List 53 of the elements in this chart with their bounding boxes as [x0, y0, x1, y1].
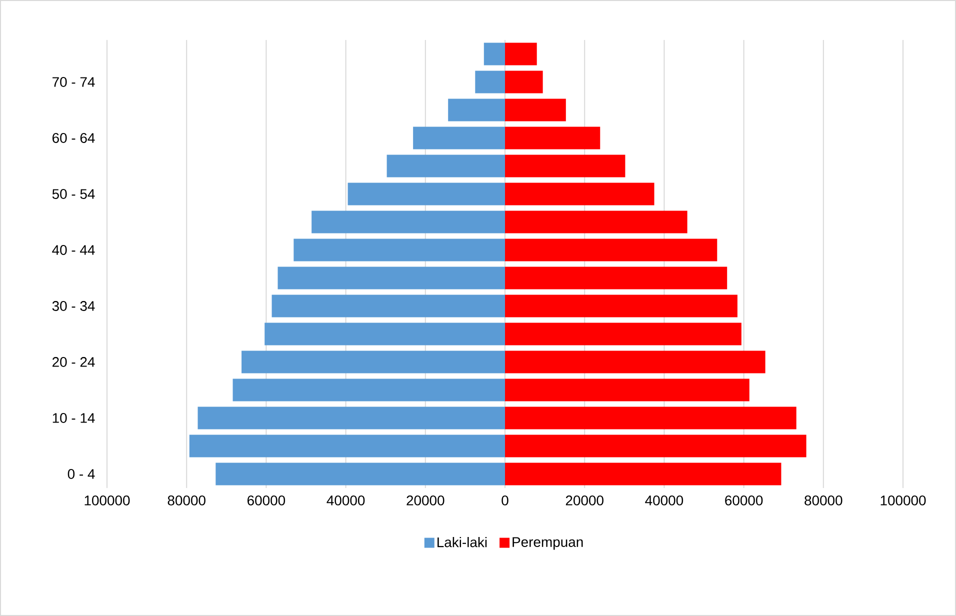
bar — [505, 462, 782, 486]
x-tick-label: 40000 — [326, 496, 365, 506]
bar — [505, 378, 750, 402]
x-tick-label: 60000 — [248, 496, 286, 506]
bar — [505, 210, 688, 234]
bar — [505, 238, 718, 262]
x-tick-label: 80000 — [168, 496, 206, 506]
bar — [505, 126, 600, 150]
bar — [413, 126, 506, 150]
bar — [312, 210, 506, 234]
bar — [264, 322, 506, 346]
bar — [448, 98, 506, 122]
legend-label: Laki-laki — [438, 536, 487, 548]
bar — [278, 266, 506, 290]
y-tick-label: 10 - 14 — [52, 413, 95, 423]
legend-label: Perempuan — [512, 537, 583, 550]
bar — [505, 98, 566, 122]
bar — [216, 462, 506, 486]
x-tick-label: 20000 — [566, 496, 604, 506]
bar — [242, 350, 506, 374]
bar — [484, 42, 506, 66]
bar — [505, 322, 742, 346]
bar — [505, 266, 728, 290]
bar — [505, 182, 654, 206]
bar — [198, 406, 506, 430]
x-tick-label: 80000 — [804, 496, 842, 506]
bar — [386, 154, 506, 178]
bar — [348, 182, 506, 206]
y-tick-label: 30 - 34 — [52, 301, 95, 311]
bar — [505, 294, 738, 318]
x-tick-label: 60000 — [725, 496, 763, 506]
x-tick-label: 100000 — [880, 496, 926, 506]
bar — [505, 154, 626, 178]
bar — [505, 406, 796, 430]
y-tick-label: 40 - 44 — [52, 245, 95, 255]
bar — [189, 434, 506, 458]
y-tick-label: 70 - 74 — [52, 77, 95, 87]
bar — [505, 70, 543, 94]
bar — [272, 294, 506, 318]
bar — [294, 238, 506, 262]
bar — [505, 42, 537, 66]
y-tick-label: 20 - 24 — [52, 357, 95, 367]
bar — [232, 378, 506, 402]
y-tick-label: 50 - 54 — [52, 189, 95, 199]
bar — [505, 350, 766, 374]
x-tick-label: 20000 — [406, 496, 444, 506]
bar — [505, 434, 806, 458]
y-tick-label: 60 - 64 — [52, 133, 95, 143]
x-tick-label: 100000 — [84, 496, 130, 506]
x-tick-label: 0 — [502, 496, 508, 506]
bar — [475, 70, 506, 94]
x-tick-label: 40000 — [645, 496, 684, 506]
y-tick-label: 0 - 4 — [68, 469, 95, 479]
